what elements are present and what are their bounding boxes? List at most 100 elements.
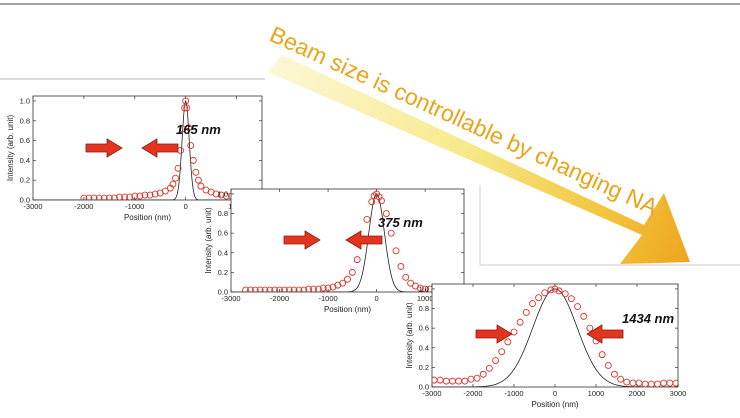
x-tick-label: 3000 bbox=[670, 389, 687, 398]
data-point bbox=[141, 191, 149, 199]
data-point bbox=[485, 364, 493, 372]
data-point bbox=[574, 303, 581, 311]
data-point bbox=[251, 286, 259, 292]
fwhm-arrow-right bbox=[345, 230, 383, 250]
data-point bbox=[290, 286, 298, 292]
data-point bbox=[161, 187, 169, 195]
data-point bbox=[222, 192, 230, 200]
x-tick-label: -2000 bbox=[270, 294, 289, 303]
data-point bbox=[181, 104, 189, 112]
x-tick-label: 0 bbox=[375, 294, 379, 303]
data-point bbox=[110, 194, 118, 200]
data-point bbox=[174, 164, 182, 172]
fwhm-arrow-left bbox=[85, 138, 123, 158]
data-point bbox=[492, 357, 499, 364]
x-tick-label: -1000 bbox=[125, 202, 144, 211]
data-point bbox=[392, 247, 400, 255]
fwhm-label: 375 nm bbox=[378, 215, 423, 230]
data-point bbox=[285, 286, 293, 292]
data-point bbox=[189, 156, 197, 164]
y-tick-label: 0.2 bbox=[419, 363, 429, 372]
data-point bbox=[271, 286, 279, 292]
data-point bbox=[402, 273, 410, 281]
x-tick-label: 0 bbox=[553, 389, 557, 398]
data-point bbox=[131, 192, 139, 200]
data-point bbox=[368, 198, 376, 206]
data-point bbox=[421, 285, 429, 292]
data-point bbox=[310, 285, 317, 292]
data-point bbox=[498, 348, 506, 356]
data-point bbox=[586, 324, 594, 332]
data-point bbox=[187, 142, 195, 149]
data-point bbox=[479, 370, 487, 378]
data-point bbox=[172, 174, 179, 182]
data-point bbox=[192, 168, 200, 176]
data-point bbox=[266, 286, 274, 292]
x-axis-label: Position (nm) bbox=[531, 400, 578, 409]
data-point bbox=[547, 286, 555, 294]
y-tick-label: 1.0 bbox=[20, 96, 30, 105]
data-point bbox=[378, 197, 385, 205]
x-tick-label: -3000 bbox=[422, 389, 441, 398]
data-point bbox=[387, 229, 395, 237]
y-tick-label: 0.6 bbox=[20, 136, 30, 145]
data-point bbox=[100, 194, 108, 200]
data-point bbox=[242, 286, 250, 292]
y-tick-label: 0.4 bbox=[20, 156, 30, 165]
data-point bbox=[473, 374, 481, 382]
data-point bbox=[334, 281, 342, 289]
y-tick-label: 0.4 bbox=[419, 343, 429, 352]
fwhm-arrow-right bbox=[141, 138, 179, 158]
data-point bbox=[617, 375, 625, 383]
plot-frame bbox=[431, 283, 679, 388]
data-point bbox=[169, 180, 177, 188]
data-point bbox=[535, 294, 543, 302]
data-point bbox=[555, 287, 563, 295]
x-tick-label: 2000 bbox=[629, 389, 646, 398]
data-point bbox=[375, 193, 383, 201]
fit-curve bbox=[432, 288, 678, 387]
fit-curve bbox=[231, 193, 464, 292]
y-tick-label: 0.2 bbox=[20, 176, 30, 185]
y-axis-label: Intensity (arb. unit) bbox=[405, 302, 414, 369]
y-tick-label: 0.6 bbox=[218, 229, 228, 238]
data-point bbox=[90, 194, 98, 200]
data-point bbox=[551, 285, 559, 293]
data-point bbox=[516, 318, 524, 326]
data-point bbox=[261, 286, 269, 292]
data-point bbox=[197, 182, 205, 190]
x-tick-label: -1000 bbox=[318, 294, 337, 303]
y-tick-label: 1.0 bbox=[419, 284, 429, 293]
x-axis-label: Position (nm) bbox=[124, 213, 171, 222]
data-point bbox=[80, 194, 88, 200]
y-tick-label: 1.0 bbox=[218, 189, 228, 198]
data-point bbox=[344, 275, 351, 283]
data-point bbox=[407, 279, 415, 287]
fwhm-arrow-left bbox=[475, 324, 513, 344]
fwhm-label: 1434 nm bbox=[622, 311, 674, 326]
data-point bbox=[353, 256, 361, 264]
data-point bbox=[348, 268, 356, 276]
data-point bbox=[194, 176, 202, 184]
x-tick-label: -2000 bbox=[74, 202, 93, 211]
data-point bbox=[611, 370, 618, 378]
x-tick-label: 1000 bbox=[417, 294, 434, 303]
data-point bbox=[561, 290, 569, 298]
data-point bbox=[121, 193, 129, 200]
data-point bbox=[672, 379, 678, 387]
y-tick-label: 0.8 bbox=[419, 304, 429, 313]
plot-area bbox=[432, 285, 678, 387]
plot-area bbox=[231, 190, 464, 292]
data-point bbox=[105, 194, 113, 200]
data-point bbox=[295, 286, 303, 292]
banner-arrow bbox=[268, 55, 690, 264]
y-tick-label: 0.4 bbox=[218, 248, 228, 257]
fwhm-label: 165 nm bbox=[176, 122, 221, 137]
data-point bbox=[182, 97, 190, 105]
data-point bbox=[461, 377, 469, 385]
data-point bbox=[246, 286, 254, 292]
y-axis-label: Intensity (arb. unit) bbox=[204, 207, 213, 274]
x-tick-label: 0 bbox=[184, 202, 188, 211]
data-point bbox=[305, 285, 313, 292]
